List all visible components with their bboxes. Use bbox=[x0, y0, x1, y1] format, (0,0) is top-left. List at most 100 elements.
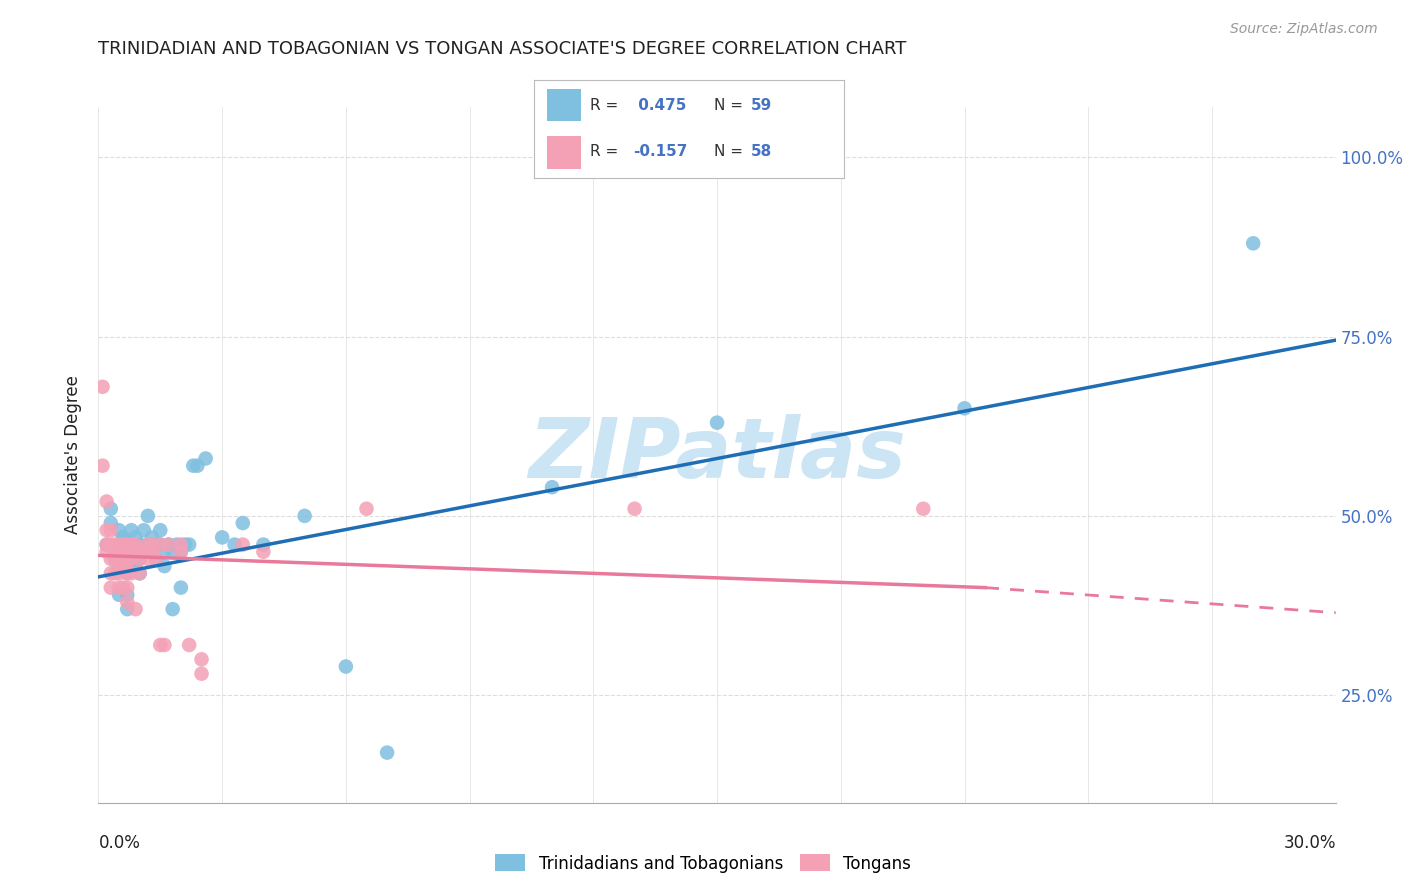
Point bbox=[157, 538, 180, 552]
Point bbox=[100, 538, 122, 552]
Point bbox=[108, 523, 131, 537]
Point bbox=[953, 401, 976, 416]
Point bbox=[91, 458, 114, 473]
Point bbox=[117, 566, 139, 581]
Point bbox=[136, 552, 159, 566]
Point bbox=[124, 530, 146, 544]
Point bbox=[112, 530, 135, 544]
Text: R =: R = bbox=[591, 98, 623, 112]
Point bbox=[108, 538, 131, 552]
Point bbox=[100, 501, 122, 516]
Point bbox=[108, 559, 131, 574]
Text: 0.475: 0.475 bbox=[633, 98, 686, 112]
Point bbox=[112, 545, 135, 559]
Point bbox=[100, 552, 122, 566]
Point bbox=[128, 545, 150, 559]
Legend: Trinidadians and Tobagonians, Tongans: Trinidadians and Tobagonians, Tongans bbox=[488, 847, 918, 880]
Point bbox=[100, 566, 122, 581]
Point bbox=[912, 501, 935, 516]
Point bbox=[141, 545, 163, 559]
Point bbox=[153, 638, 176, 652]
Point bbox=[117, 545, 139, 559]
Point bbox=[149, 523, 172, 537]
Point bbox=[112, 552, 135, 566]
Point bbox=[96, 545, 118, 559]
Point bbox=[179, 538, 201, 552]
Point bbox=[100, 581, 122, 595]
Point bbox=[128, 566, 150, 581]
Point bbox=[136, 508, 159, 523]
Point bbox=[232, 516, 254, 530]
Point bbox=[104, 552, 127, 566]
Point bbox=[145, 552, 167, 566]
Point bbox=[252, 538, 274, 552]
Point bbox=[136, 538, 159, 552]
Point bbox=[141, 530, 163, 544]
Point bbox=[190, 666, 212, 681]
Point bbox=[117, 552, 139, 566]
Point bbox=[112, 559, 135, 574]
Point bbox=[375, 746, 398, 760]
Point bbox=[117, 538, 139, 552]
Point bbox=[132, 545, 155, 559]
Point bbox=[128, 552, 150, 566]
Point bbox=[128, 538, 150, 552]
Point bbox=[162, 545, 184, 559]
Text: 59: 59 bbox=[751, 98, 772, 112]
Point bbox=[623, 501, 645, 516]
Point bbox=[96, 538, 118, 552]
Point bbox=[117, 566, 139, 581]
Point bbox=[294, 508, 316, 523]
Point bbox=[166, 538, 188, 552]
Point bbox=[706, 416, 728, 430]
Point bbox=[112, 552, 135, 566]
Point bbox=[132, 545, 155, 559]
Point bbox=[104, 566, 127, 581]
Point bbox=[356, 501, 378, 516]
Point bbox=[120, 523, 142, 537]
Point bbox=[181, 458, 204, 473]
Point bbox=[194, 451, 217, 466]
Point bbox=[104, 552, 127, 566]
Point bbox=[179, 638, 201, 652]
Point bbox=[112, 538, 135, 552]
Point bbox=[124, 602, 146, 616]
Point bbox=[120, 538, 142, 552]
Point bbox=[153, 559, 176, 574]
Point bbox=[149, 538, 172, 552]
Point bbox=[232, 538, 254, 552]
Text: N =: N = bbox=[714, 98, 748, 112]
Point bbox=[149, 638, 172, 652]
Point bbox=[100, 516, 122, 530]
Text: 58: 58 bbox=[751, 145, 772, 160]
Point bbox=[136, 538, 159, 552]
Point bbox=[145, 552, 167, 566]
Point bbox=[170, 581, 193, 595]
Point bbox=[117, 581, 139, 595]
Point bbox=[100, 523, 122, 537]
Point bbox=[157, 538, 180, 552]
Point bbox=[224, 538, 246, 552]
Point bbox=[145, 538, 167, 552]
Point bbox=[112, 581, 135, 595]
Point bbox=[170, 545, 193, 559]
Point bbox=[108, 566, 131, 581]
Point bbox=[120, 552, 142, 566]
Point bbox=[1241, 236, 1264, 251]
Point bbox=[120, 538, 142, 552]
Text: N =: N = bbox=[714, 145, 748, 160]
Point bbox=[124, 538, 146, 552]
Point bbox=[112, 530, 135, 544]
Point bbox=[335, 659, 357, 673]
Point bbox=[153, 545, 176, 559]
Point bbox=[124, 545, 146, 559]
Point bbox=[117, 595, 139, 609]
Point bbox=[162, 602, 184, 616]
Text: 0.0%: 0.0% bbox=[98, 834, 141, 852]
Text: -0.157: -0.157 bbox=[633, 145, 688, 160]
Point bbox=[170, 538, 193, 552]
Point bbox=[141, 538, 163, 552]
Point bbox=[120, 559, 142, 574]
Point bbox=[108, 581, 131, 595]
FancyBboxPatch shape bbox=[547, 89, 581, 121]
